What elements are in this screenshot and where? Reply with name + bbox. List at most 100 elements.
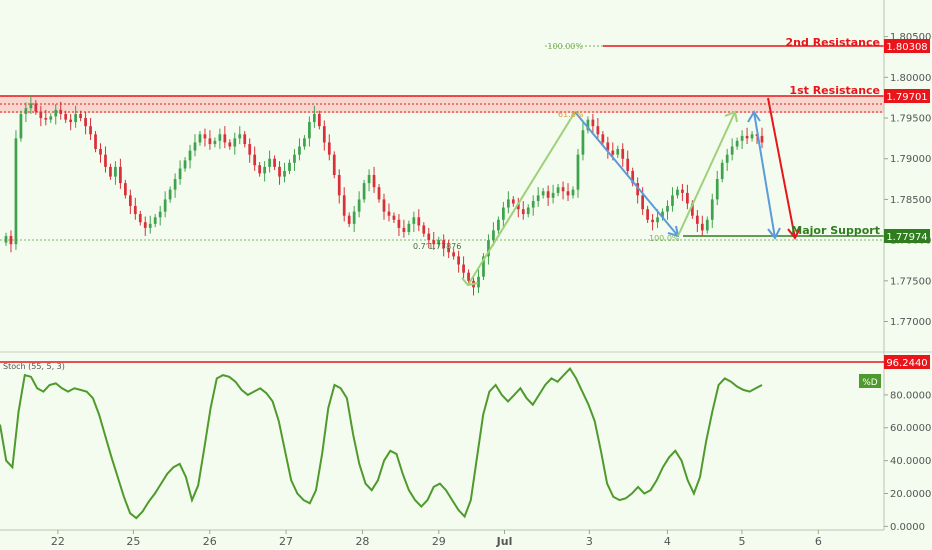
candle-body: [646, 209, 649, 220]
candle-body: [596, 126, 600, 135]
candle: [556, 183, 560, 197]
candle: [243, 131, 247, 148]
candle-body: [288, 162, 291, 171]
candle: [536, 187, 540, 207]
red-target-arrowhead: [787, 227, 801, 240]
candle-body: [750, 134, 754, 139]
candle-body: [69, 119, 73, 123]
second-resistance-label: 2nd Resistance: [786, 36, 880, 49]
candle-body: [223, 134, 227, 143]
candle-body: [29, 103, 33, 109]
candle: [208, 130, 212, 150]
candle: [128, 189, 132, 215]
candle: [342, 187, 346, 222]
candle: [308, 116, 311, 147]
candle-body: [367, 175, 371, 184]
candle: [482, 253, 485, 280]
candle: [477, 268, 480, 294]
candle: [676, 186, 679, 199]
candle: [387, 203, 391, 222]
stoch-indicator-title[interactable]: Stoch (55, 5, 3): [3, 362, 65, 371]
candle-body: [397, 219, 401, 228]
candle-body: [64, 113, 68, 120]
candle-body: [720, 162, 724, 180]
candle-body: [412, 217, 416, 224]
candle-body: [477, 276, 480, 288]
candle-body: [94, 134, 97, 149]
candle-body: [576, 154, 580, 190]
candle-body: [442, 240, 446, 249]
candle: [372, 166, 376, 193]
candle-body: [521, 209, 525, 215]
candle: [631, 167, 635, 187]
candle-body: [79, 113, 82, 119]
blue-correction-arrow: [574, 111, 679, 237]
candle: [551, 184, 555, 204]
candle: [402, 219, 406, 238]
candle-body: [24, 108, 28, 114]
candle-body: [686, 192, 689, 204]
candle: [705, 216, 709, 234]
blue-projection-arrow: [753, 111, 776, 239]
candle: [94, 131, 97, 153]
stoch-level-text: 96.2440: [886, 358, 927, 369]
candle-body: [457, 256, 460, 265]
major-support-price-tag: 1.77974: [884, 229, 930, 243]
fib-100-bottom-label: 100.0%: [649, 234, 680, 243]
second-resistance-price-text: 1.80308: [886, 42, 927, 53]
candle-body: [536, 195, 540, 202]
candle-body: [133, 205, 137, 215]
candle-body: [656, 217, 659, 223]
candle-body: [447, 248, 451, 253]
candle-body: [636, 183, 640, 196]
stoch-d-line: [0, 366, 763, 520]
candle: [700, 215, 704, 237]
candle: [317, 110, 321, 130]
candle: [720, 159, 724, 183]
candle-body: [89, 126, 92, 135]
candle-body: [511, 199, 515, 204]
stoch-level-tag: 96.2440: [884, 355, 930, 369]
candle: [64, 110, 68, 123]
candle: [24, 102, 28, 123]
candle: [417, 209, 421, 232]
candle: [303, 135, 306, 150]
candle: [268, 150, 271, 173]
candle: [327, 134, 331, 161]
candle: [586, 116, 590, 134]
candle: [148, 215, 152, 234]
candle-body: [735, 140, 739, 147]
candle: [427, 227, 431, 249]
candle-body: [39, 111, 43, 119]
candle-body: [631, 170, 635, 184]
candle-body: [372, 175, 376, 188]
candle-body: [332, 154, 336, 175]
candle-body: [342, 195, 346, 216]
candle-body: [119, 166, 122, 184]
candle-body: [691, 203, 694, 216]
fib-786-label: 0.7’1.77876: [413, 242, 461, 251]
candle: [750, 131, 754, 142]
candle: [218, 128, 222, 149]
candle-body: [760, 135, 764, 143]
time-axis-ticks: 22 25 26 27 28 29 Jul 3 4 5 6: [51, 530, 822, 548]
candle: [516, 197, 520, 218]
candle: [89, 118, 92, 140]
candle: [19, 110, 23, 142]
candle-body: [317, 113, 321, 127]
candle-body: [313, 113, 316, 123]
candle: [193, 134, 197, 157]
candle: [198, 131, 202, 146]
time-tick-label: 25: [126, 535, 140, 548]
candle-body: [681, 189, 684, 193]
candle: [641, 187, 644, 215]
candle: [367, 169, 371, 192]
candle-body: [601, 134, 605, 143]
candle: [119, 158, 122, 189]
candle-body: [293, 154, 296, 163]
candle: [377, 183, 381, 203]
candle-body: [283, 170, 286, 177]
candle: [715, 170, 719, 206]
candle-body: [258, 165, 262, 174]
